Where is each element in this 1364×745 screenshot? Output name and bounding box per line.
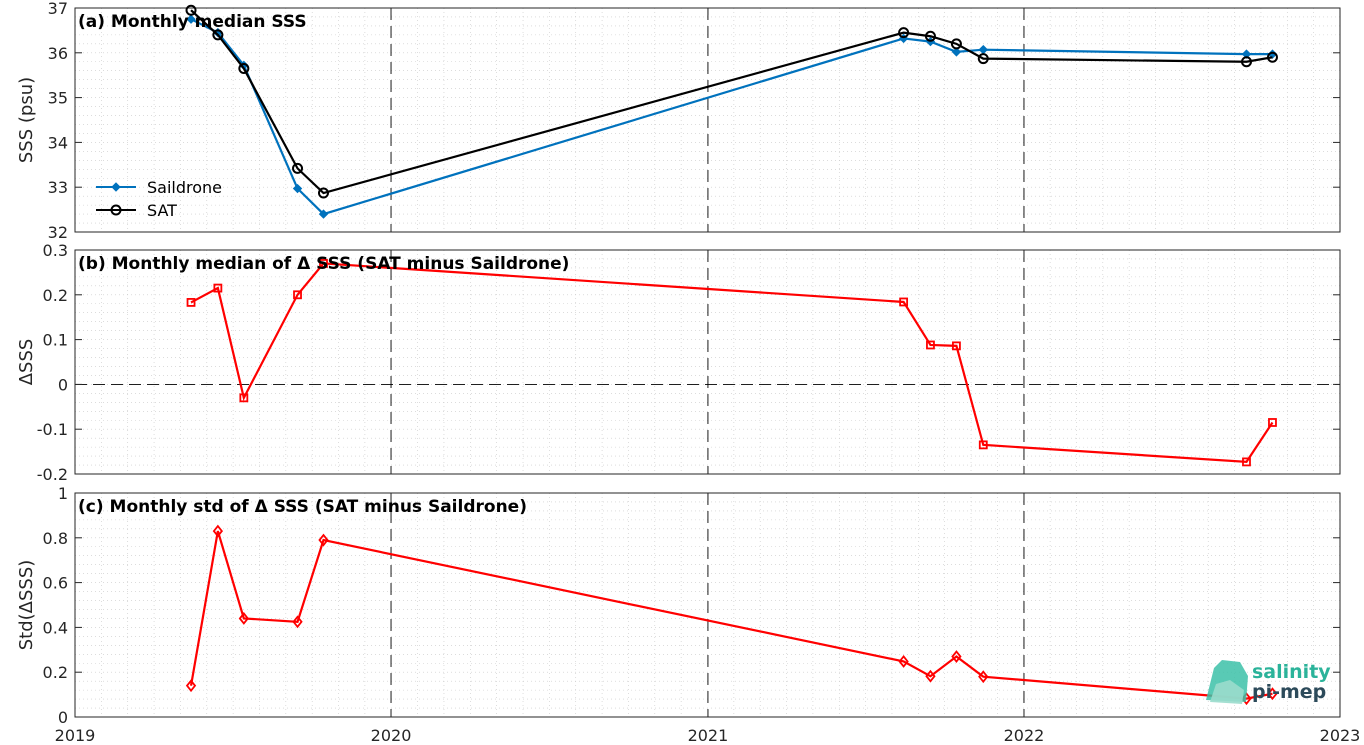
legend-marker-sat bbox=[110, 204, 122, 216]
panel-a-sat-series-point bbox=[977, 53, 989, 65]
panel-b-ytick-label: 0.1 bbox=[43, 331, 68, 350]
panel-a-sat-series-point bbox=[185, 4, 197, 16]
panel-c-delta-series-point bbox=[318, 533, 329, 547]
panel-c-ytick-label: 1 bbox=[58, 484, 68, 503]
panel-c-ytick-label: 0 bbox=[58, 708, 68, 727]
panel-b-delta-series-point bbox=[293, 290, 302, 300]
panel-a-sat-series-point bbox=[212, 29, 224, 41]
panel-c-title: (c) Monthly std of Δ SSS (SAT minus Sail… bbox=[78, 497, 527, 517]
panel-a-sat-series-point bbox=[1240, 56, 1252, 68]
panel-b-ytick-label: -0.1 bbox=[37, 420, 68, 439]
panel-c-delta-series-point bbox=[898, 655, 909, 668]
xtick-label: 2019 bbox=[55, 726, 96, 745]
panel-c-ylabel: Std(ΔSSS) bbox=[16, 560, 37, 651]
panel-a-sat-series-point bbox=[238, 62, 250, 74]
panel-a-saildrone-series-point bbox=[318, 209, 329, 219]
panel-b-ytick-label: 0 bbox=[58, 375, 68, 394]
panel-a-ytick-label: 37 bbox=[48, 0, 68, 18]
panel-c-delta-series-point bbox=[1267, 687, 1278, 701]
panel-a-sat-series-point bbox=[924, 30, 936, 42]
panel-b-delta-series-point bbox=[1268, 418, 1277, 427]
panel-a-sat-series-point bbox=[950, 38, 962, 50]
xtick-label: 2020 bbox=[371, 726, 412, 745]
panel-b-delta-series-point bbox=[1242, 457, 1251, 467]
panel-a-ytick-label: 32 bbox=[48, 223, 68, 242]
panel-c-delta-series-point bbox=[292, 615, 303, 629]
logo-text-pimep: pi-mep bbox=[1252, 681, 1326, 703]
panel-b-ytick-label: 0.3 bbox=[43, 241, 68, 260]
panel-b-delta-series-point bbox=[213, 283, 223, 293]
panel-a-saildrone-series-point bbox=[292, 183, 303, 194]
panel-c-delta-series-point bbox=[238, 611, 249, 625]
logo-text-salinity: salinity bbox=[1252, 661, 1331, 683]
panel-c-delta-series-point bbox=[978, 670, 989, 684]
legend: Saildrone SAT bbox=[96, 178, 222, 220]
panel-b-title: (b) Monthly median of Δ SSS (SAT minus S… bbox=[78, 254, 569, 274]
panel-b-delta-series-point bbox=[952, 341, 961, 351]
panel-b-ylabel: ΔSSS bbox=[16, 339, 37, 386]
xtick-label: 2021 bbox=[688, 726, 729, 745]
panel-c-delta-series-point bbox=[212, 524, 224, 538]
panel-c-ytick-label: 0.8 bbox=[43, 529, 68, 548]
panel-a-ytick-label: 35 bbox=[48, 89, 68, 108]
legend-label-sat: SAT bbox=[147, 201, 177, 220]
panel-c-delta-series-point bbox=[951, 650, 962, 663]
panel-a-sat-series-point bbox=[1266, 51, 1278, 63]
panel-b-delta-series-line bbox=[190, 262, 1274, 464]
xtick-label: 2022 bbox=[1004, 726, 1045, 745]
panel-c-delta-series-point bbox=[925, 669, 936, 683]
panel-c-ytick-label: 0.6 bbox=[43, 574, 68, 593]
panel-b-ytick-label: -0.2 bbox=[37, 465, 68, 484]
panel-a-sat-series-point bbox=[317, 187, 329, 199]
legend-label-saildrone: Saildrone bbox=[147, 178, 222, 197]
panel-c-ytick-label: 0.2 bbox=[43, 663, 68, 682]
salinity-pimep-logo: salinity pi-mep bbox=[1206, 660, 1331, 704]
panel-a-sat-series-point bbox=[898, 27, 910, 39]
panel-a-saildrone-series-point bbox=[951, 47, 962, 57]
panel-a-sat-series-line bbox=[190, 9, 1273, 195]
panel-b-delta-series-point bbox=[978, 440, 988, 450]
panel-b-delta-series-point bbox=[926, 340, 935, 350]
panel-b-delta-series-point bbox=[186, 298, 196, 307]
panel-b-delta-series-point bbox=[319, 259, 328, 268]
panel-c-ytick-label: 0.4 bbox=[43, 618, 68, 637]
panel-a-ytick-label: 33 bbox=[48, 178, 68, 197]
panel-c-delta-series-point bbox=[185, 679, 197, 693]
logo-graphic-icon-2 bbox=[1210, 680, 1244, 704]
panel-a-ylabel: SSS (psu) bbox=[16, 77, 37, 163]
panel-a-sat-series-point bbox=[292, 162, 304, 174]
xtick-label: 2023 bbox=[1320, 726, 1361, 745]
panel-a-title: (a) Monthly median SSS bbox=[78, 12, 307, 32]
panel-b-delta-series-point bbox=[239, 393, 249, 403]
panel-a-ytick-label: 36 bbox=[48, 44, 68, 63]
panel-a-ytick-label: 34 bbox=[48, 133, 68, 152]
panel-a-saildrone-series-point bbox=[186, 14, 196, 24]
legend-marker-saildrone bbox=[111, 182, 121, 192]
panel-b-delta-series-point bbox=[899, 297, 909, 307]
panel-c-delta-series-line bbox=[189, 530, 1273, 700]
panel-b-ytick-label: 0.2 bbox=[43, 286, 68, 305]
